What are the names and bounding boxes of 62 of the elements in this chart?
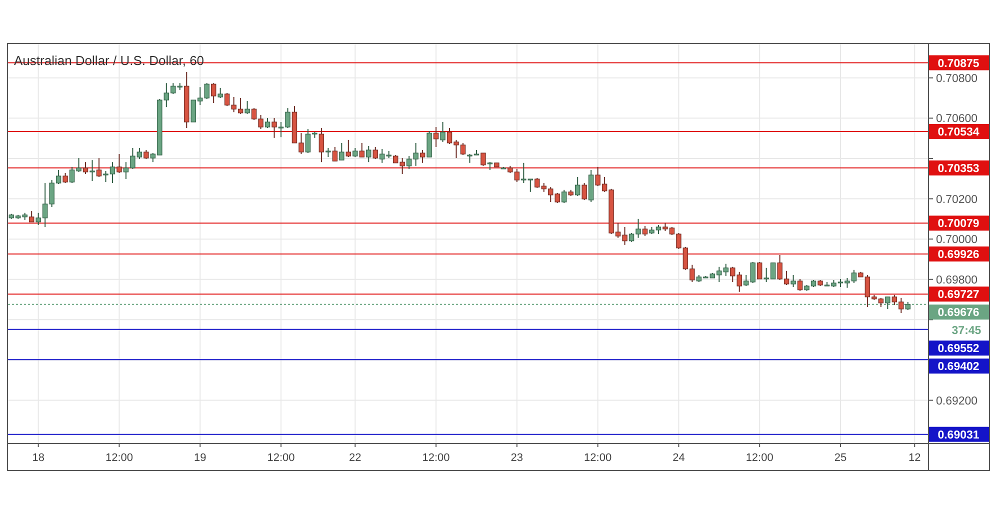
- y-tick-label: 0.70000: [936, 234, 978, 246]
- candlestick: [326, 147, 331, 158]
- ref-line-label: 0.69926: [938, 249, 980, 262]
- y-tick-label: 0.69800: [936, 274, 978, 286]
- candlestick: [372, 146, 378, 160]
- ref-line-label: 0.69727: [938, 289, 980, 302]
- y-tick-label: 0.69200: [936, 395, 978, 408]
- x-tick-label: 12:00: [267, 452, 295, 464]
- candlestick: [352, 147, 358, 158]
- candlestick: [116, 154, 122, 174]
- candlestick: [346, 139, 352, 158]
- candlestick: [144, 150, 149, 160]
- ref-line-label: 0.70875: [938, 58, 980, 70]
- ref-line-label: 0.69402: [938, 361, 980, 374]
- candlestick: [562, 189, 567, 204]
- x-tick-label: 12:00: [746, 452, 774, 464]
- candlestick: [318, 128, 324, 163]
- candlestick: [82, 162, 88, 174]
- candlestick: [218, 87, 223, 99]
- candlestick: [90, 160, 95, 182]
- candlestick: [790, 274, 796, 288]
- candlestick: [332, 146, 338, 162]
- candlestick: [426, 130, 432, 158]
- ref-line-label: 0.69552: [938, 343, 980, 356]
- candlestick: [582, 182, 587, 200]
- candlestick: [440, 121, 446, 142]
- x-tick-label: 25: [834, 452, 847, 464]
- candlestick: [420, 150, 426, 164]
- candlestick: [339, 142, 344, 161]
- x-tick-label: 12:00: [584, 452, 612, 464]
- ref-line-label: 0.69676: [938, 307, 980, 320]
- candlestick: [642, 225, 648, 237]
- candlestick: [756, 262, 762, 280]
- candlestick: [264, 117, 270, 129]
- candlestick: [433, 126, 439, 148]
- x-tick-label: 22: [349, 452, 362, 464]
- candlestick: [359, 142, 364, 158]
- x-tick-label: 12:00: [422, 452, 450, 464]
- candlestick: [28, 210, 34, 222]
- y-tick-label: 0.70800: [936, 72, 978, 85]
- x-tick-label: 19: [194, 452, 206, 464]
- ref-line-label: 0.70534: [938, 126, 980, 138]
- candlestick: [574, 176, 580, 196]
- x-tick-label: 23: [510, 452, 524, 464]
- y-tick-label: 0.70200: [936, 194, 978, 206]
- candlestick: [480, 152, 486, 166]
- x-tick-label: 18: [32, 452, 44, 464]
- candlestick: [797, 278, 803, 292]
- y-tick-label: 0.70600: [936, 113, 978, 126]
- ref-line-label: 0.69031: [938, 429, 980, 442]
- candlestick: [272, 117, 277, 138]
- candlestick: [366, 145, 372, 163]
- x-tick-label: 24: [672, 452, 685, 464]
- x-tick-label: 12:00: [105, 452, 133, 464]
- ref-line-label: 0.70079: [938, 218, 980, 230]
- candlestick: [62, 172, 68, 184]
- text: 37:45: [952, 325, 982, 338]
- x-tick-label: 12: [908, 452, 921, 464]
- candlestick: [244, 100, 250, 114]
- ref-line-label: 0.70353: [938, 162, 980, 175]
- candlestick: [96, 158, 102, 178]
- candlestick: [210, 82, 216, 104]
